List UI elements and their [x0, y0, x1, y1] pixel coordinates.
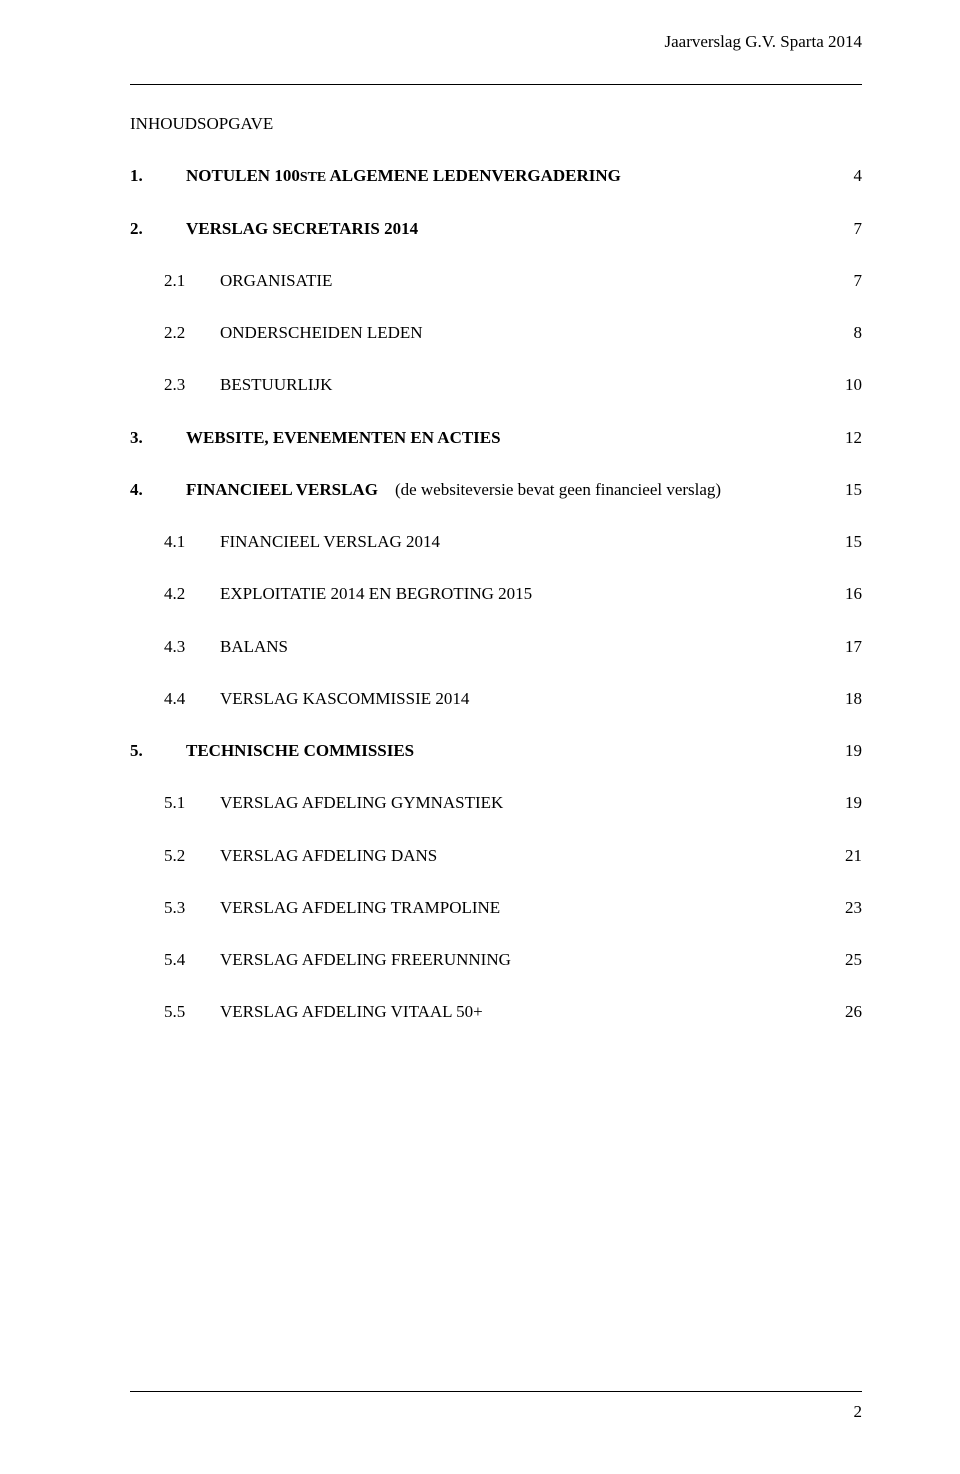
top-rule — [130, 84, 862, 85]
toc-subrow: 2.3 BESTUURLIJK 10 — [130, 374, 862, 395]
toc-subpage: 26 — [822, 1001, 862, 1022]
toc-sublabel: VERSLAG AFDELING DANS — [220, 845, 822, 866]
toc-label-prefix: NOTULEN 100 — [186, 166, 300, 185]
toc-subrow: 5.5 VERSLAG AFDELING VITAAL 50+ 26 — [130, 1001, 862, 1022]
toc-num: 5. — [130, 740, 186, 761]
toc-label-prefix: FINANCIEEL VERSLAG — [186, 480, 378, 499]
toc-subrow: 2.1 ORGANISATIE 7 — [130, 270, 862, 291]
toc-subpage: 7 — [822, 270, 862, 291]
toc-page: 4 — [822, 165, 862, 186]
toc-subpage: 21 — [822, 845, 862, 866]
toc-label: FINANCIEEL VERSLAG (de websiteversie bev… — [186, 479, 822, 500]
toc-subrow: 4.3 BALANS 17 — [130, 636, 862, 657]
toc-page: 15 — [822, 479, 862, 500]
toc-sublabel: ORGANISATIE — [220, 270, 822, 291]
toc-subpage: 25 — [822, 949, 862, 970]
toc-subpage: 10 — [822, 374, 862, 395]
footer-page-number: 2 — [854, 1402, 863, 1422]
toc-subpage: 17 — [822, 636, 862, 657]
header-right-text: Jaarverslag G.V. Sparta 2014 — [664, 32, 862, 52]
toc-sublabel: VERSLAG AFDELING GYMNASTIEK — [220, 792, 822, 813]
toc-content: INHOUDSOPGAVE 1. NOTULEN 100STE ALGEMENE… — [130, 113, 862, 1023]
toc-subrow: 5.1 VERSLAG AFDELING GYMNASTIEK 19 — [130, 792, 862, 813]
footer-rule — [130, 1391, 862, 1392]
toc-label: WEBSITE, EVENEMENTEN EN ACTIES — [186, 427, 822, 448]
toc-sublabel: FINANCIEEL VERSLAG 2014 — [220, 531, 822, 552]
toc-subnum: 5.2 — [164, 845, 220, 866]
toc-row: 3. WEBSITE, EVENEMENTEN EN ACTIES 12 — [130, 427, 862, 448]
toc-subnum: 4.2 — [164, 583, 220, 604]
toc-subnum: 5.3 — [164, 897, 220, 918]
toc-num: 2. — [130, 218, 186, 239]
toc-subrow: 4.4 VERSLAG KASCOMMISSIE 2014 18 — [130, 688, 862, 709]
toc-subpage: 19 — [822, 792, 862, 813]
toc-subrow: 5.2 VERSLAG AFDELING DANS 21 — [130, 845, 862, 866]
toc-subnum: 4.1 — [164, 531, 220, 552]
toc-label-small: STE — [300, 170, 326, 185]
toc-num: 3. — [130, 427, 186, 448]
toc-subpage: 18 — [822, 688, 862, 709]
toc-subnum: 4.3 — [164, 636, 220, 657]
toc-subnum: 2.2 — [164, 322, 220, 343]
toc-num: 1. — [130, 165, 186, 186]
toc-label: VERSLAG SECRETARIS 2014 — [186, 218, 822, 239]
toc-sublabel: VERSLAG AFDELING TRAMPOLINE — [220, 897, 822, 918]
toc-page: 12 — [822, 427, 862, 448]
toc-row: 1. NOTULEN 100STE ALGEMENE LEDENVERGADER… — [130, 165, 862, 186]
page: Jaarverslag G.V. Sparta 2014 INHOUDSOPGA… — [0, 0, 960, 1474]
toc-subnum: 5.4 — [164, 949, 220, 970]
toc-subrow: 5.4 VERSLAG AFDELING FREERUNNING 25 — [130, 949, 862, 970]
toc-heading: INHOUDSOPGAVE — [130, 113, 862, 134]
toc-sublabel: ONDERSCHEIDEN LEDEN — [220, 322, 822, 343]
toc-sublabel: VERSLAG KASCOMMISSIE 2014 — [220, 688, 822, 709]
toc-subrow: 5.3 VERSLAG AFDELING TRAMPOLINE 23 — [130, 897, 862, 918]
toc-sublabel: BALANS — [220, 636, 822, 657]
toc-subnum: 2.1 — [164, 270, 220, 291]
toc-subpage: 16 — [822, 583, 862, 604]
toc-subrow: 4.2 EXPLOITATIE 2014 EN BEGROTING 2015 1… — [130, 583, 862, 604]
toc-subrow: 4.1 FINANCIEEL VERSLAG 2014 15 — [130, 531, 862, 552]
toc-label-suffix: ALGEMENE LEDENVERGADERING — [326, 166, 621, 185]
toc-subnum: 4.4 — [164, 688, 220, 709]
toc-row: 5. TECHNISCHE COMMISSIES 19 — [130, 740, 862, 761]
toc-subpage: 23 — [822, 897, 862, 918]
toc-subpage: 15 — [822, 531, 862, 552]
toc-label-paren: (de websiteversie bevat geen financieel … — [378, 480, 721, 499]
toc-sublabel: VERSLAG AFDELING VITAAL 50+ — [220, 1001, 822, 1022]
toc-sublabel: EXPLOITATIE 2014 EN BEGROTING 2015 — [220, 583, 822, 604]
toc-subrow: 2.2 ONDERSCHEIDEN LEDEN 8 — [130, 322, 862, 343]
toc-row: 2. VERSLAG SECRETARIS 2014 7 — [130, 218, 862, 239]
toc-row: 4. FINANCIEEL VERSLAG (de websiteversie … — [130, 479, 862, 500]
toc-page: 7 — [822, 218, 862, 239]
toc-page: 19 — [822, 740, 862, 761]
toc-subnum: 2.3 — [164, 374, 220, 395]
toc-sublabel: VERSLAG AFDELING FREERUNNING — [220, 949, 822, 970]
toc-label: TECHNISCHE COMMISSIES — [186, 740, 822, 761]
toc-subnum: 5.1 — [164, 792, 220, 813]
toc-num: 4. — [130, 479, 186, 500]
toc-subnum: 5.5 — [164, 1001, 220, 1022]
toc-sublabel: BESTUURLIJK — [220, 374, 822, 395]
toc-subpage: 8 — [822, 322, 862, 343]
toc-label: NOTULEN 100STE ALGEMENE LEDENVERGADERING — [186, 165, 822, 186]
